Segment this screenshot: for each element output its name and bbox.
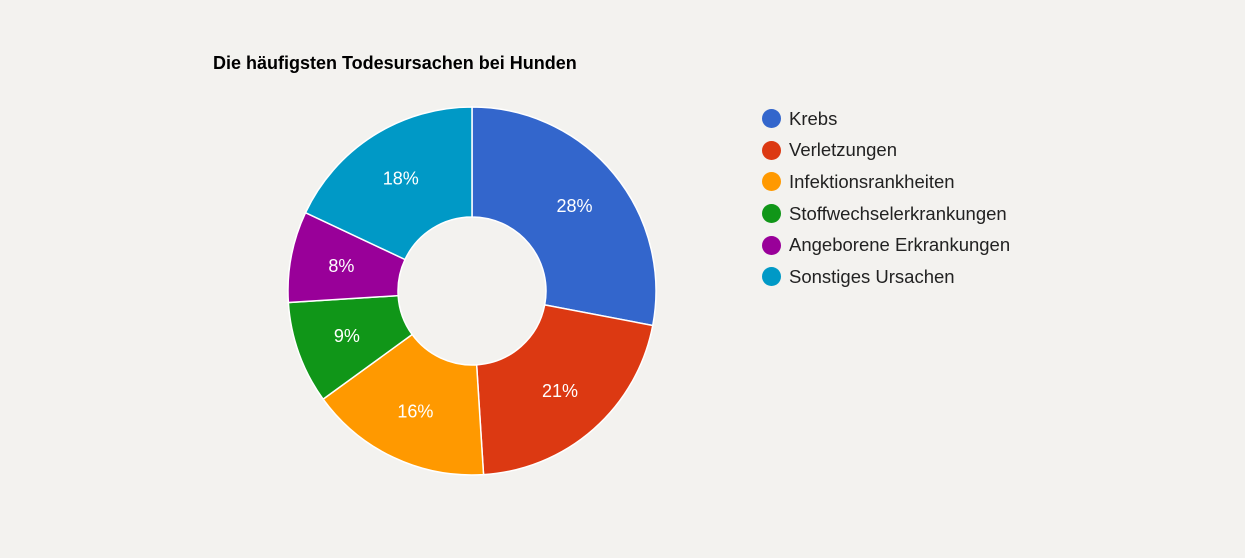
legend-label: Sonstiges Ursachen bbox=[789, 265, 955, 287]
slice-krebs[interactable] bbox=[471, 106, 657, 327]
legend-dot-icon bbox=[762, 172, 781, 192]
legend-dot-icon bbox=[762, 204, 781, 224]
legend-label: Krebs bbox=[789, 107, 838, 129]
legend: Krebs Verletzungen Infektionsrankheiten … bbox=[762, 103, 1010, 293]
slice-percent-label: 28% bbox=[556, 196, 592, 216]
legend-dot-icon bbox=[762, 109, 781, 129]
legend-item-sonstiges-ursachen[interactable]: Sonstiges Ursachen bbox=[762, 261, 1010, 293]
legend-item-krebs[interactable]: Krebs bbox=[762, 103, 1010, 135]
slice-percent-label: 9% bbox=[334, 326, 360, 346]
slice-percent-label: 18% bbox=[383, 169, 419, 189]
legend-dot-icon bbox=[762, 235, 781, 255]
legend-dot-icon bbox=[762, 140, 781, 160]
slice-percent-label: 16% bbox=[397, 401, 433, 421]
slice-verletzungen[interactable] bbox=[475, 303, 654, 476]
donut-slices bbox=[287, 106, 657, 476]
legend-label: Infektionsrankheiten bbox=[789, 170, 955, 192]
legend-item-infektionsrankheiten[interactable]: Infektionsrankheiten bbox=[762, 166, 1010, 198]
legend-dot-icon bbox=[762, 267, 781, 287]
slice-labels: 28% 21% 16% 9% 8% 18% bbox=[328, 169, 592, 422]
chart-title: Die häufigsten Todesursachen bei Hunden bbox=[213, 53, 577, 73]
legend-label: Angeborene Erkrankungen bbox=[789, 234, 1011, 256]
slice-infektionsrankheiten[interactable] bbox=[322, 333, 485, 476]
legend-item-stoffwechselerkrankungen[interactable]: Stoffwechselerkrankungen bbox=[762, 198, 1010, 230]
legend-item-angeborene-erkrankungen[interactable]: Angeborene Erkrankungen bbox=[762, 229, 1010, 261]
slice-percent-label: 8% bbox=[328, 256, 354, 276]
slice-sonstiges-ursachen[interactable] bbox=[304, 106, 473, 261]
legend-item-verletzungen[interactable]: Verletzungen bbox=[762, 135, 1010, 167]
legend-label: Verletzungen bbox=[789, 139, 898, 161]
slice-percent-label: 21% bbox=[542, 381, 578, 401]
legend-label: Stoffwechselerkrankungen bbox=[789, 202, 1007, 224]
